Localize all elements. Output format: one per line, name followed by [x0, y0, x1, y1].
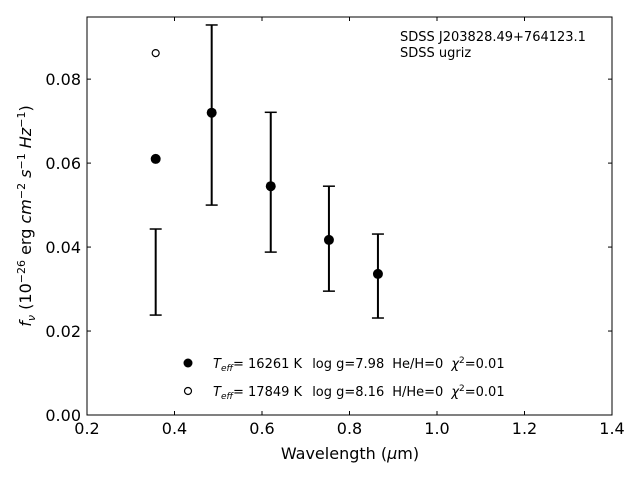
annotation-object: SDSS J203828.49+764123.1 — [400, 30, 586, 45]
model-point-filled — [372, 268, 383, 279]
legend-entry-1: Teff= 16261 K log g=7.98 He/H=0 χ2=0.01 — [213, 356, 505, 374]
x-tick-label: 0.4 — [162, 419, 187, 438]
annotation-survey: SDSS ugriz — [400, 46, 471, 61]
y-tick-label: 0.02 — [45, 322, 81, 341]
x-tick-label: 0.8 — [337, 419, 362, 438]
model-point-filled — [206, 107, 217, 118]
y-tick-label: 0.00 — [45, 406, 81, 425]
x-tick-label: 1.0 — [424, 419, 449, 438]
model-point-filled — [323, 234, 334, 245]
y-tick-label: 0.04 — [45, 238, 81, 257]
x-tick-label: 1.2 — [512, 419, 537, 438]
x-tick-label: 0.2 — [74, 419, 99, 438]
y-tick-label: 0.06 — [45, 154, 81, 173]
x-axis-label: Wavelength (μm) — [281, 444, 419, 463]
x-tick-label: 0.6 — [249, 419, 274, 438]
legend-marker-filled — [183, 358, 193, 368]
y-axis-label: fν (10−26 erg cm−2 s−1 Hz−1) — [15, 105, 38, 326]
legend-entry-2: Teff= 17849 K log g=8.16 H/He=0 χ2=0.01 — [213, 384, 505, 402]
model-point-open — [151, 49, 160, 58]
error-bar — [149, 228, 162, 316]
model-point-filled — [265, 181, 276, 192]
plot-area — [86, 16, 613, 416]
x-tick-label: 1.4 — [599, 419, 624, 438]
model-point-filled — [150, 153, 161, 164]
y-tick-label: 0.08 — [45, 70, 81, 89]
legend-marker-open — [183, 386, 193, 396]
legend: Teff= 16261 K log g=7.98 He/H=0 χ2=0.01 Te… — [183, 356, 505, 402]
